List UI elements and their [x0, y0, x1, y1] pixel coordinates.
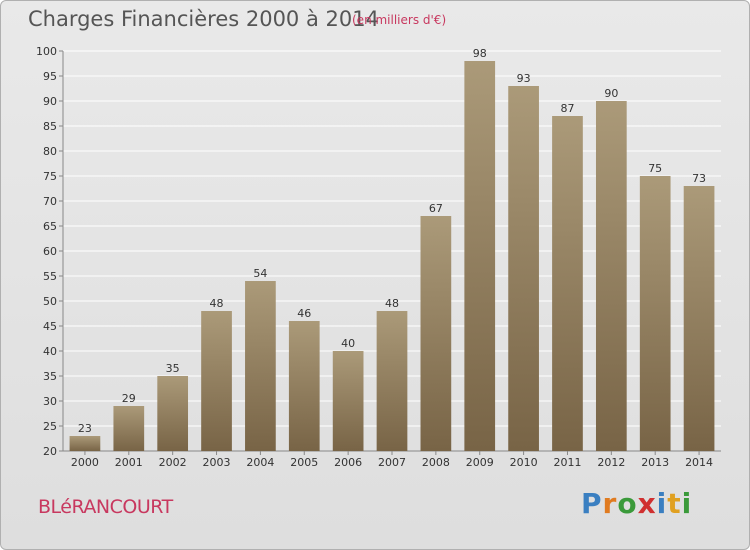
data-label: 40: [341, 337, 355, 350]
proxiti-logo[interactable]: Proxiti: [581, 487, 692, 520]
bar: [464, 61, 496, 451]
bar: [69, 436, 101, 451]
bar: [595, 101, 627, 451]
bar: [683, 186, 715, 451]
data-label: 93: [517, 72, 531, 85]
x-tick-label: 2001: [115, 456, 143, 469]
y-tick-label: 90: [43, 95, 57, 108]
x-tick-label: 2012: [597, 456, 625, 469]
data-label: 48: [385, 297, 399, 310]
y-tick-label: 35: [43, 370, 57, 383]
y-tick-label: 30: [43, 395, 57, 408]
logo-letter: P: [581, 487, 603, 520]
logo-letter: x: [637, 487, 657, 520]
x-tick-label: 2007: [378, 456, 406, 469]
logo-letter: o: [617, 487, 638, 520]
y-tick-label: 75: [43, 170, 57, 183]
x-tick-label: 2010: [510, 456, 538, 469]
data-label: 87: [560, 102, 574, 115]
y-tick-label: 100: [36, 45, 57, 58]
data-label: 23: [78, 422, 92, 435]
y-tick-label: 95: [43, 70, 57, 83]
x-tick-label: 2014: [685, 456, 713, 469]
logo-letter: r: [602, 487, 618, 520]
bar: [552, 116, 583, 451]
y-tick-label: 55: [43, 270, 57, 283]
chart-subtitle: (en milliers d'€): [352, 13, 447, 27]
logo-letter: i: [656, 487, 668, 520]
data-label: 75: [648, 162, 662, 175]
x-tick-label: 2000: [71, 456, 99, 469]
data-label: 29: [122, 392, 136, 405]
y-tick-label: 60: [43, 245, 57, 258]
data-label: 90: [604, 87, 618, 100]
bar: [201, 311, 232, 451]
bar: [288, 321, 320, 451]
bar: [639, 176, 671, 451]
x-tick-label: 2008: [422, 456, 450, 469]
y-tick-label: 50: [43, 295, 57, 308]
x-tick-label: 2003: [203, 456, 231, 469]
y-tick-label: 20: [43, 445, 57, 458]
data-label: 46: [297, 307, 311, 320]
bar: [113, 406, 145, 451]
y-tick-label: 70: [43, 195, 57, 208]
x-tick-label: 2011: [553, 456, 581, 469]
bar: [157, 376, 189, 451]
bar: [420, 216, 452, 451]
y-tick-label: 25: [43, 420, 57, 433]
y-tick-label: 80: [43, 145, 57, 158]
y-tick-label: 40: [43, 345, 57, 358]
data-label: 67: [429, 202, 443, 215]
x-tick-label: 2002: [159, 456, 187, 469]
data-label: 48: [210, 297, 224, 310]
chart-title: Charges Financières 2000 à 2014: [28, 7, 379, 31]
x-tick-label: 2006: [334, 456, 362, 469]
bar: [508, 86, 539, 451]
bar: [245, 281, 276, 451]
city-name: BLéRANCOURT: [38, 496, 173, 518]
y-tick-label: 85: [43, 120, 57, 133]
logo-letter: i: [681, 487, 693, 520]
data-label: 35: [166, 362, 180, 375]
logo-letter: t: [667, 487, 682, 520]
data-label: 54: [253, 267, 267, 280]
x-tick-label: 2004: [246, 456, 274, 469]
y-tick-label: 45: [43, 320, 57, 333]
data-label: 73: [692, 172, 706, 185]
y-tick-label: 65: [43, 220, 57, 233]
bar: [376, 311, 408, 451]
data-label: 98: [473, 47, 487, 60]
x-tick-label: 2009: [466, 456, 494, 469]
bar: [332, 351, 364, 451]
x-tick-label: 2005: [290, 456, 318, 469]
x-tick-label: 2013: [641, 456, 669, 469]
